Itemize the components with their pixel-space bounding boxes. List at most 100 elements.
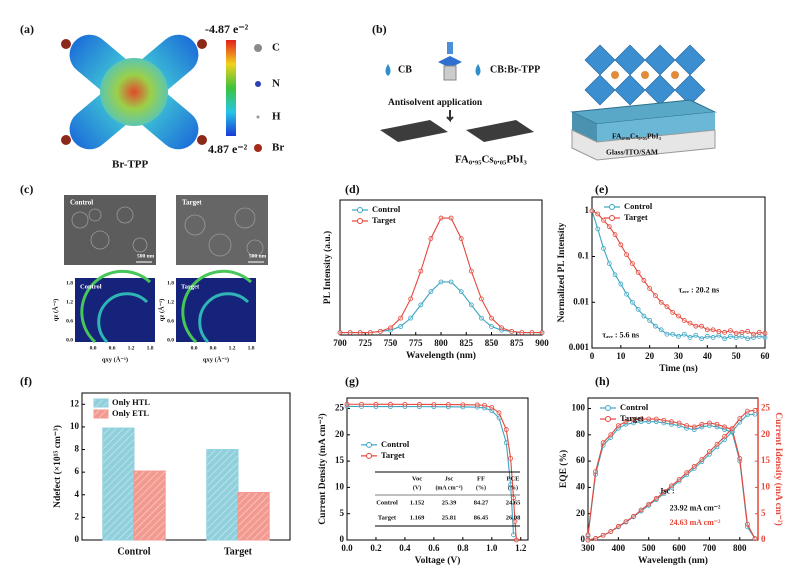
x-axis-label: Voltage (V) — [415, 555, 461, 566]
x-tick-label: 0.6 — [428, 543, 440, 553]
legend-marker — [366, 452, 372, 459]
axis-label: qz (Å⁻¹) — [157, 299, 165, 322]
data-point — [408, 296, 414, 302]
data-point — [676, 333, 681, 339]
chart: 700 725 750 775 800 825 850 875 900 Wavelength (n… — [322, 199, 549, 361]
legend-marker — [605, 416, 611, 422]
table-cell: 26.08 — [506, 514, 521, 521]
legend-marker — [357, 218, 363, 224]
y-tick-label: 20 — [335, 429, 345, 439]
data-point — [595, 226, 601, 232]
data-point — [670, 310, 676, 315]
data-point — [482, 402, 487, 408]
data-point — [716, 329, 722, 334]
x-tick-label: 800 — [733, 543, 747, 553]
data-point — [638, 507, 644, 513]
tick-label: 1.8 — [66, 280, 73, 286]
table-unit: (V) — [413, 484, 421, 491]
data-point — [623, 519, 629, 524]
table-cell: 86.45 — [474, 514, 489, 521]
data-point — [661, 417, 667, 423]
y2-tick-label: 10 — [761, 481, 771, 491]
data-point — [756, 329, 762, 335]
legend-label: Target — [381, 450, 405, 460]
data-point — [751, 335, 756, 340]
data-point — [752, 408, 758, 413]
perovskite-layer — [572, 112, 597, 142]
data-point — [589, 208, 595, 214]
data-point — [418, 268, 424, 274]
data-point — [468, 302, 474, 308]
cations — [611, 71, 679, 79]
series-line — [347, 403, 517, 541]
data-point — [337, 330, 343, 335]
annotation: τₐᵥₑ : 20.2 ns — [679, 285, 720, 294]
sample-label: Target — [181, 283, 200, 290]
data-point — [699, 323, 704, 329]
series-line — [591, 210, 766, 340]
x-tick-label: Target — [224, 546, 253, 557]
x-tick-label: 0.8 — [457, 543, 469, 553]
data-point — [631, 513, 636, 519]
data-point — [653, 293, 658, 298]
series-line — [347, 405, 515, 535]
data-point — [635, 306, 641, 312]
data-point — [745, 336, 751, 342]
table-cell: 25.81 — [442, 514, 457, 521]
legend-label: Control — [381, 439, 410, 449]
data-point — [458, 289, 464, 295]
data-point — [670, 331, 676, 337]
x-tick-label: 400 — [612, 543, 626, 553]
data-point — [509, 328, 515, 334]
y2-tick-label: 20 — [761, 429, 771, 439]
tick-label: 1.2 — [128, 345, 135, 351]
atom-label: H — [272, 111, 281, 123]
data-point — [489, 315, 494, 321]
substrate — [380, 120, 448, 142]
data-point — [664, 331, 670, 337]
tick-label: 0.0 — [191, 345, 198, 351]
data-point — [722, 329, 728, 335]
annotation: Jsc : — [659, 487, 674, 496]
legend-marker — [366, 441, 372, 448]
data-point — [496, 410, 502, 416]
data-point — [344, 401, 350, 407]
chart: 0 10 20 30 40 50 60 0.001 0.01 0.1 1 Time (ns) Norma… — [557, 196, 771, 374]
y-tick-label: 0 — [75, 534, 80, 544]
data-point — [681, 318, 687, 323]
table-unit: (mA cm⁻²) — [435, 484, 462, 491]
data-point — [647, 318, 653, 323]
table-cell: 25.39 — [442, 499, 457, 506]
atom — [197, 39, 207, 49]
x-tick-label: 60 — [761, 351, 771, 361]
chart: 0 2 4 6 8 10 12 Ndefect (×10¹⁵ cm⁻³) Only HTLOnl… — [52, 392, 291, 557]
x-tick-label: 875 — [510, 338, 524, 348]
panel-label: (f) — [20, 374, 32, 388]
annotation: 24.63 mA cm⁻² — [670, 518, 721, 527]
data-point — [722, 336, 728, 342]
bar — [206, 449, 239, 541]
data-point — [653, 323, 658, 329]
substrate — [466, 120, 534, 142]
esp-map — [61, 34, 207, 150]
data-point — [468, 268, 474, 274]
bar — [102, 427, 135, 541]
legend-swatch — [93, 409, 109, 419]
layer-label: FA₀.₉₅Cs₀.₀₅PbI₃ — [612, 132, 662, 141]
tick-label: 1.8 — [248, 345, 255, 351]
data-point — [478, 315, 484, 321]
data-point — [359, 401, 364, 407]
giwaxs: Control Target qz (Å⁻¹) qz (Å⁻¹) qxy (Å⁻… — [51, 269, 256, 363]
y-axis-label: EQE (%) — [558, 450, 569, 488]
annotation: 23.92 mA cm⁻² — [670, 504, 721, 513]
axis-label: qxy (Å⁻¹) — [102, 355, 128, 363]
data-point — [745, 329, 751, 334]
panel-c: Control Target 500 nm 500 nm Control Tar… — [51, 195, 268, 363]
table-header: Voc — [412, 475, 422, 482]
table-cell: 1.169 — [410, 514, 425, 521]
sample-label: Control — [80, 283, 102, 290]
data-point — [608, 529, 614, 534]
data-point — [618, 281, 624, 287]
data-point — [373, 401, 379, 407]
